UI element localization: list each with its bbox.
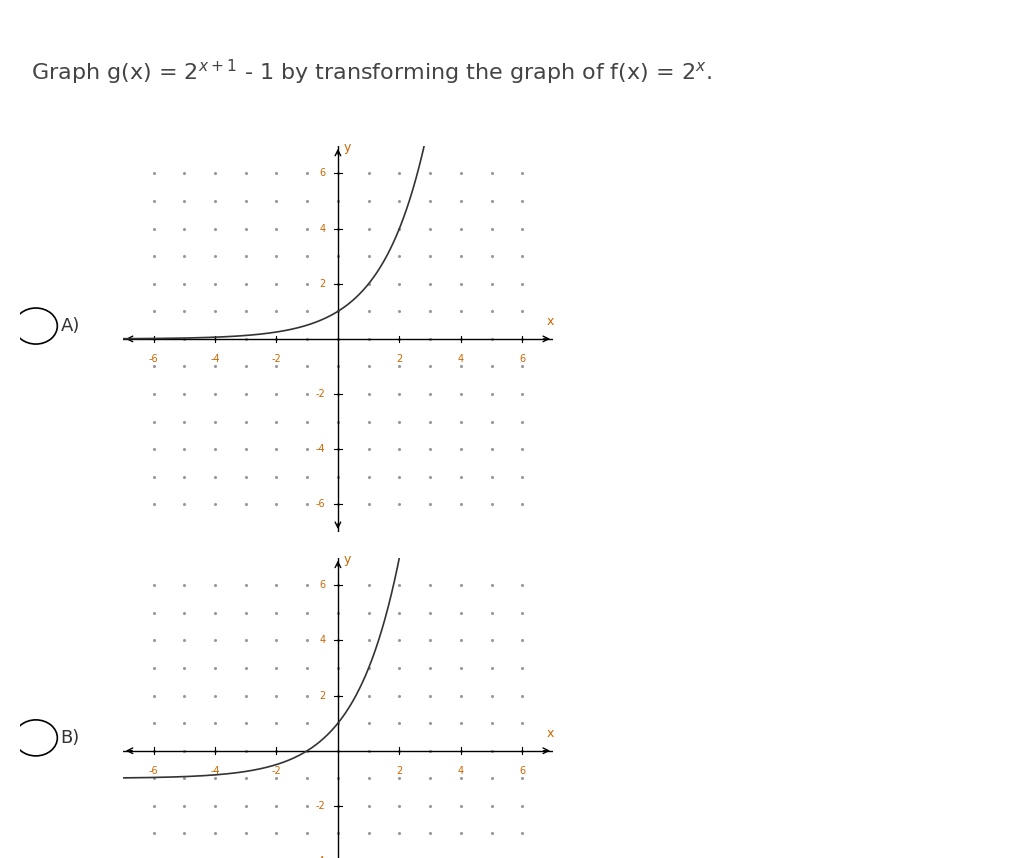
Text: -6: -6 <box>148 354 159 364</box>
Text: 2: 2 <box>396 354 402 364</box>
Text: -6: -6 <box>148 766 159 776</box>
Text: -4: -4 <box>316 856 326 858</box>
Text: -2: -2 <box>315 801 326 811</box>
Text: 6: 6 <box>319 580 326 590</box>
Text: x: x <box>546 315 554 328</box>
Text: -2: -2 <box>315 389 326 399</box>
Text: 6: 6 <box>519 354 525 364</box>
Text: 6: 6 <box>319 168 326 178</box>
Text: 2: 2 <box>319 279 326 289</box>
Text: 4: 4 <box>319 636 326 645</box>
Text: -2: -2 <box>271 354 282 364</box>
Text: B): B) <box>60 729 80 746</box>
Text: -2: -2 <box>271 766 282 776</box>
Text: 4: 4 <box>319 224 326 233</box>
Text: 4: 4 <box>458 766 464 776</box>
Text: -4: -4 <box>210 354 220 364</box>
Text: A): A) <box>60 317 80 335</box>
Text: -4: -4 <box>316 444 326 454</box>
Text: 2: 2 <box>319 691 326 701</box>
Text: 2: 2 <box>396 766 402 776</box>
Text: -6: -6 <box>316 499 326 510</box>
Text: y: y <box>343 142 351 154</box>
Text: x: x <box>546 727 554 740</box>
Text: -4: -4 <box>210 766 220 776</box>
Text: Graph g(x) = $2^{x+1}$ - 1 by transforming the graph of f(x) = $2^x$.: Graph g(x) = $2^{x+1}$ - 1 by transformi… <box>31 57 712 87</box>
Text: y: y <box>343 553 351 566</box>
Text: 4: 4 <box>458 354 464 364</box>
Text: 6: 6 <box>519 766 525 776</box>
